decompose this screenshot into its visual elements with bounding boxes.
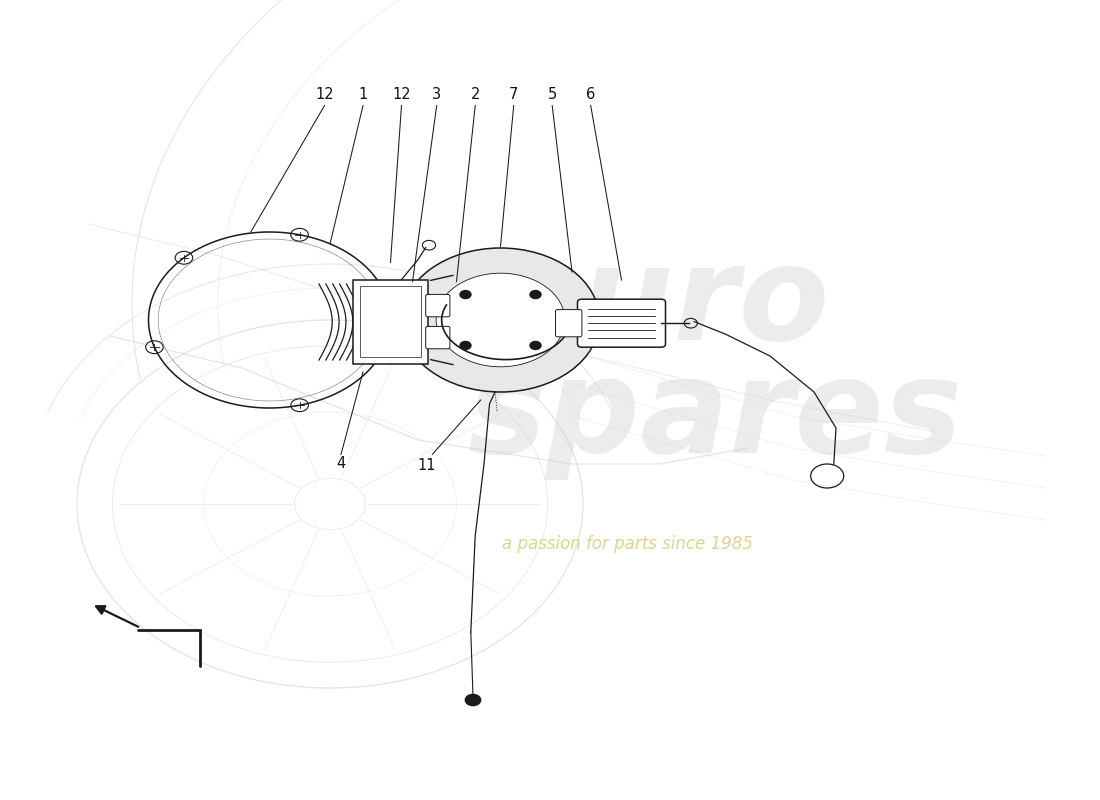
Text: 12: 12	[393, 87, 410, 102]
Circle shape	[530, 342, 541, 350]
Text: 4: 4	[337, 456, 345, 471]
FancyBboxPatch shape	[578, 299, 666, 347]
FancyBboxPatch shape	[556, 310, 582, 337]
Text: 6: 6	[586, 87, 595, 102]
Text: 7: 7	[509, 87, 518, 102]
Text: a passion for parts since 1985: a passion for parts since 1985	[502, 535, 752, 553]
Text: 12: 12	[316, 87, 333, 102]
Text: 5: 5	[548, 87, 557, 102]
Circle shape	[465, 694, 481, 706]
Circle shape	[530, 290, 541, 298]
Text: 2: 2	[471, 87, 480, 102]
Circle shape	[402, 248, 600, 392]
Text: 11: 11	[418, 458, 436, 473]
Text: 1: 1	[359, 87, 367, 102]
Text: 3: 3	[432, 87, 441, 102]
Circle shape	[460, 342, 471, 350]
FancyBboxPatch shape	[426, 294, 450, 317]
FancyBboxPatch shape	[426, 326, 450, 349]
Circle shape	[460, 290, 471, 298]
Text: euro: euro	[491, 241, 829, 367]
Circle shape	[436, 274, 565, 366]
FancyBboxPatch shape	[353, 280, 428, 363]
Text: spares: spares	[468, 353, 962, 479]
